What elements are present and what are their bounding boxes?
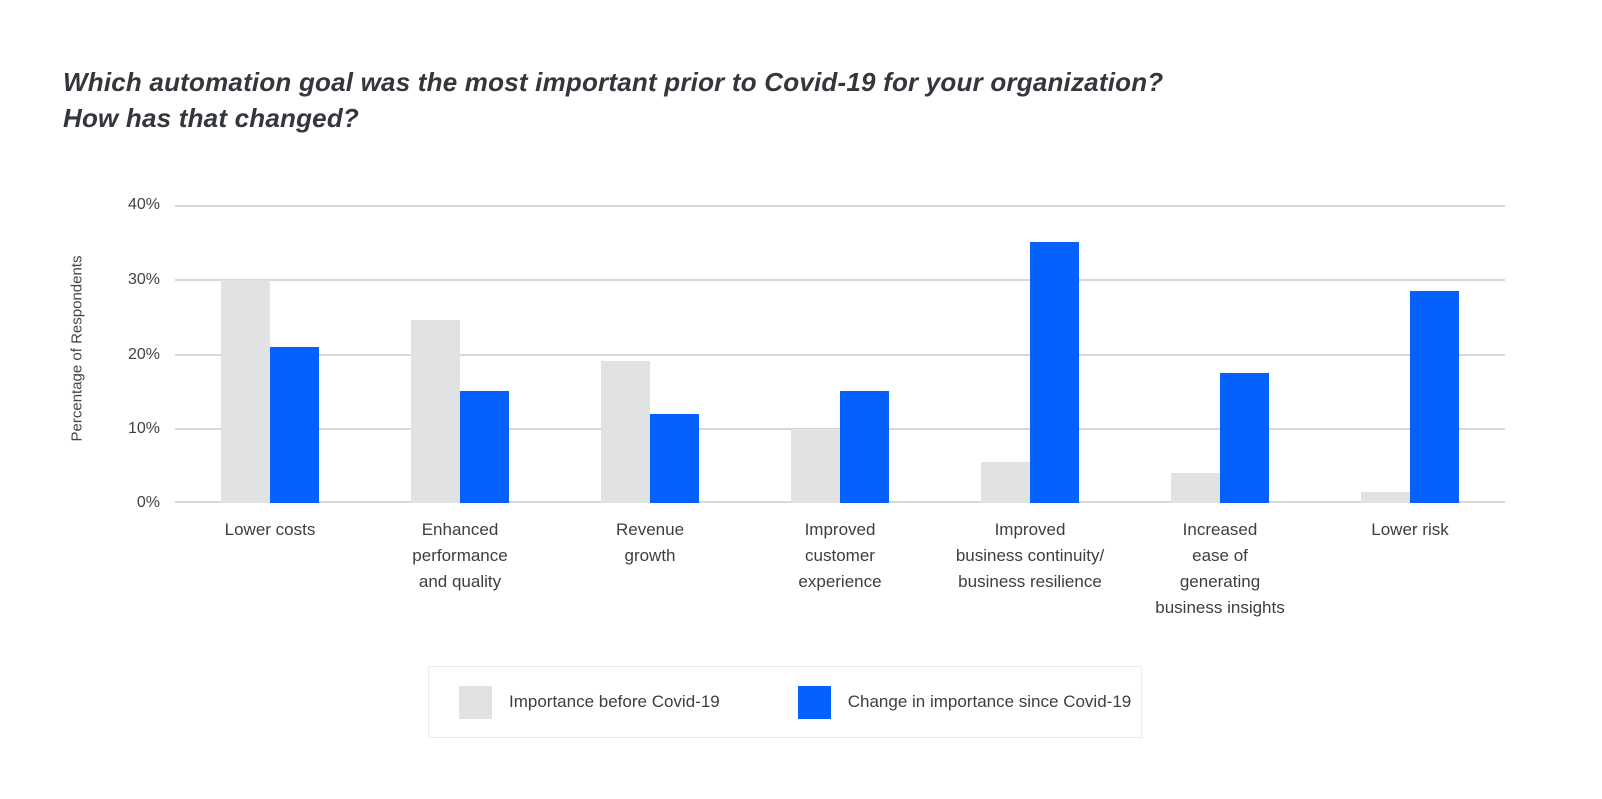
legend: Importance before Covid-19 Change in imp… — [428, 666, 1142, 738]
x-axis-label: Enhanced performance and quality — [412, 520, 508, 591]
bar-group — [555, 205, 745, 503]
legend-item-before-covid: Importance before Covid-19 — [459, 685, 720, 719]
x-axis-label: Improved business continuity/ business r… — [955, 520, 1105, 591]
y-tick-30: 30% — [127, 271, 160, 288]
legend-swatch-gray — [459, 685, 492, 719]
y-tick-40: 40% — [127, 196, 160, 213]
bar-since-covid — [650, 413, 699, 503]
bar-group — [175, 205, 365, 503]
bar-group — [365, 205, 555, 503]
legend-label-since-covid: Change in importance since Covid-19 — [847, 692, 1132, 711]
gridline-30pct — [175, 279, 1505, 281]
bar-group — [745, 205, 935, 503]
bar-before-covid — [221, 279, 270, 503]
gridline-40pct — [175, 205, 1505, 207]
bar-before-covid — [791, 428, 840, 503]
x-axis-label: Lower costs — [224, 520, 316, 539]
bar-before-covid — [1361, 491, 1410, 503]
legend-item-since-covid: Change in importance since Covid-19 — [797, 685, 1132, 719]
plot-area — [175, 205, 1505, 503]
bar-since-covid — [1220, 372, 1269, 503]
x-axis-label: Improved customer experience — [798, 520, 882, 591]
bar-groups — [175, 205, 1505, 503]
y-tick-0: 0% — [136, 494, 160, 511]
chart-title-line2: How has that changed? — [63, 103, 360, 133]
bar-since-covid — [1030, 242, 1079, 503]
bar-before-covid — [601, 361, 650, 503]
bar-since-covid — [270, 346, 319, 503]
chart-title: Which automation goal was the most impor… — [63, 64, 1163, 136]
bar-group — [935, 205, 1125, 503]
bar-since-covid — [840, 391, 889, 503]
bar-before-covid — [411, 320, 460, 503]
bar-group — [1125, 205, 1315, 503]
bar-before-covid — [981, 462, 1030, 503]
x-axis-label: Increased ease of generating business in… — [1155, 520, 1285, 617]
bar-group — [1315, 205, 1505, 503]
chart-title-line1: Which automation goal was the most impor… — [63, 67, 1164, 97]
bar-since-covid — [1410, 290, 1459, 503]
gridline-20pct — [175, 354, 1505, 356]
y-tick-20: 20% — [127, 346, 160, 363]
y-tick-10: 10% — [127, 420, 160, 437]
x-axis-label: Lower risk — [1371, 520, 1449, 539]
x-axis-labels: Lower costs Enhanced performance and qual… — [175, 517, 1505, 621]
bar-before-covid — [1171, 473, 1220, 503]
x-axis-label: Revenue growth — [615, 520, 685, 565]
legend-label-before-covid: Importance before Covid-19 — [509, 692, 720, 711]
bar-since-covid — [460, 391, 509, 503]
legend-swatch-blue — [797, 685, 831, 719]
